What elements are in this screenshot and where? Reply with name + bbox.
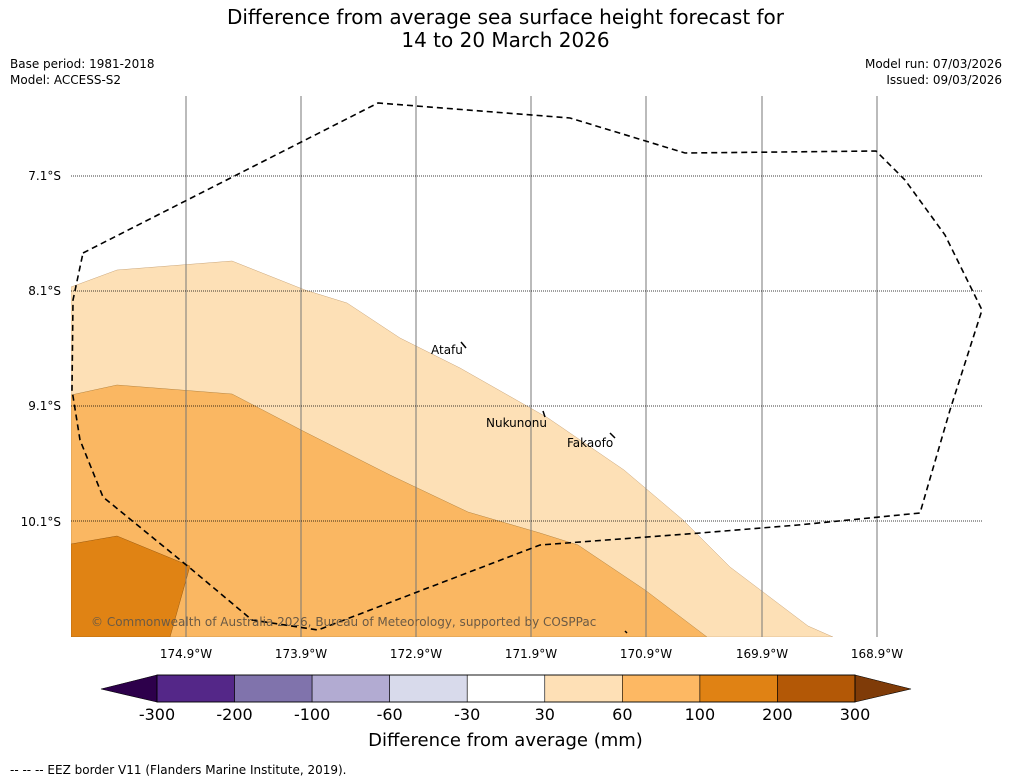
copyright-text: © Commonwealth of Australia 2026, Bureau…: [91, 615, 596, 629]
lat-label: 7.1°S: [28, 169, 61, 183]
lat-label: 10.1°S: [21, 515, 61, 529]
place-fakaofo: Fakaofo: [567, 436, 613, 450]
colorbar-cell: [545, 675, 623, 702]
colorbar-cell: [467, 675, 545, 702]
lon-label: 172.9°W: [390, 647, 442, 661]
lat-label: 8.1°S: [28, 284, 61, 298]
colorbar: -300 -200 -100 -60 -30 30 60 100 200 300: [101, 675, 911, 724]
lon-label: 174.9°W: [160, 647, 212, 661]
colorbar-tick-label: 300: [840, 705, 871, 724]
colorbar-extend-low: [101, 675, 157, 702]
lon-label: 173.9°W: [275, 647, 327, 661]
colorbar-cell: [235, 675, 313, 702]
lon-label: 168.9°W: [851, 647, 903, 661]
anomaly-fill: [71, 261, 833, 637]
lon-label: 171.9°W: [505, 647, 557, 661]
lon-label: 169.9°W: [736, 647, 788, 661]
place-nukunonu: Nukunonu: [486, 416, 547, 430]
colorbar-extend-high: [855, 675, 911, 702]
colorbar-cell: [700, 675, 778, 702]
colorbar-tick-label: -300: [139, 705, 175, 724]
colorbar-cell: [777, 675, 855, 702]
forecast-map: Atafu Nukunonu Fakaofo © Commonwealth of…: [0, 0, 1011, 781]
colorbar-tick-label: -60: [377, 705, 403, 724]
place-atafu: Atafu: [431, 343, 463, 357]
colorbar-tick-label: 60: [612, 705, 632, 724]
colorbar-tick-label: 200: [762, 705, 793, 724]
colorbar-tick-label: -30: [454, 705, 480, 724]
colorbar-cell: [312, 675, 390, 702]
colorbar-tick-label: 100: [685, 705, 716, 724]
lon-label: 170.9°W: [620, 647, 672, 661]
colorbar-cell: [390, 675, 468, 702]
lat-label: 9.1°S: [28, 399, 61, 413]
colorbar-cell: [157, 675, 235, 702]
colorbar-tick-label: 30: [535, 705, 555, 724]
colorbar-label: Difference from average (mm): [0, 730, 1011, 751]
colorbar-cell: [622, 675, 700, 702]
colorbar-tick-label: -100: [294, 705, 330, 724]
colorbar-tick-label: -200: [216, 705, 252, 724]
eez-legend-note: -- -- -- EEZ border V11 (Flanders Marine…: [10, 763, 347, 777]
